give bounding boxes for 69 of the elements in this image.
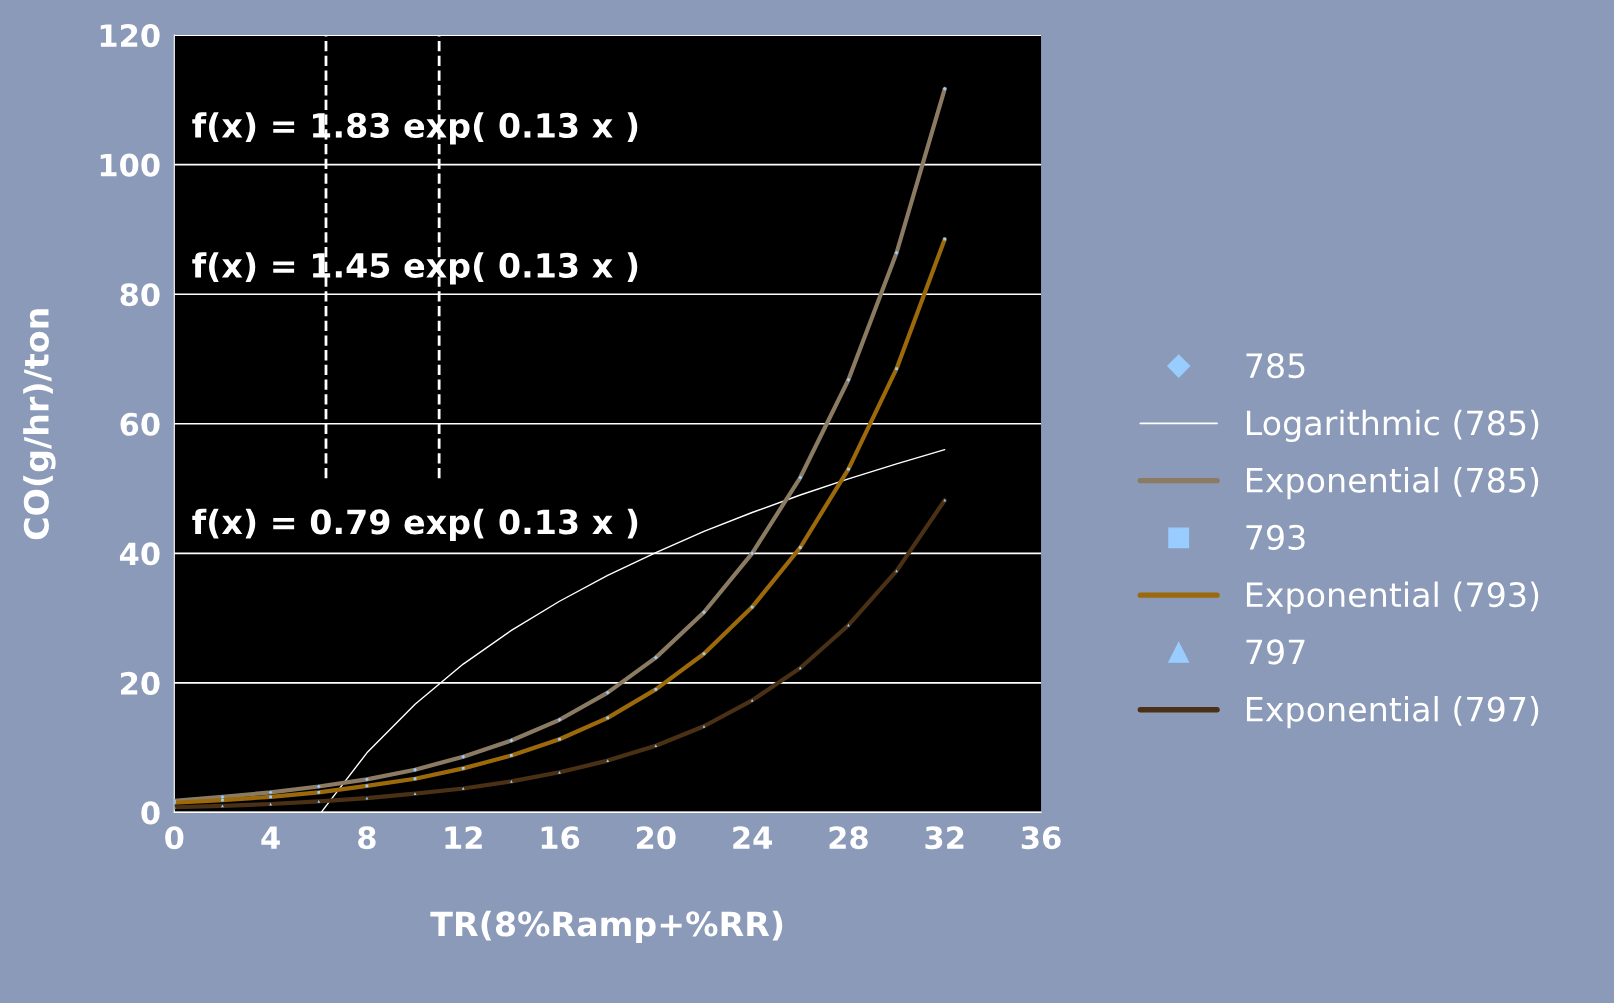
point (895, 367, 898, 371)
legend-label: Exponential (797) (1246, 696, 1539, 729)
point (364, 777, 369, 782)
y-tick-label: 120 (100, 24, 160, 48)
point (221, 798, 224, 802)
point (557, 717, 562, 722)
point (654, 687, 658, 691)
x-tick-label: 20 (636, 826, 676, 850)
y-axis-title: CO(g/hr)/ton (23, 309, 56, 540)
point (269, 795, 272, 799)
legend-label: Exponential (793) (1246, 581, 1539, 614)
x-axis-title: TR(8%Ramp+%RR) (430, 910, 783, 944)
x-tick-label: 16 (541, 826, 580, 850)
point (847, 467, 850, 471)
x-tick-label: 12 (445, 826, 482, 849)
point (750, 698, 754, 702)
point (943, 237, 947, 241)
x-tick-label: 28 (829, 826, 868, 850)
y-tick-label: 20 (121, 671, 160, 695)
point (943, 498, 947, 502)
x-tick-label: 32 (925, 826, 964, 850)
y-tick-label: 0 (141, 801, 160, 825)
point (365, 796, 369, 800)
line-series (174, 498, 947, 810)
point (558, 737, 561, 741)
point (750, 551, 755, 556)
point (413, 792, 417, 796)
annotation: f(x) = 0.79 exp( 0.13 x ) (192, 508, 638, 541)
point (509, 738, 514, 743)
line-series (174, 86, 947, 803)
legend-label: 785 (1246, 353, 1305, 379)
x-tick-label: 24 (733, 826, 772, 849)
point (509, 754, 513, 757)
point (653, 655, 658, 660)
x-tick-label: 0 (165, 826, 184, 850)
point (847, 623, 850, 627)
y-tick-label: 80 (120, 283, 160, 307)
legend-label: 793 (1246, 524, 1305, 551)
point (316, 784, 321, 789)
point (509, 779, 513, 783)
point (702, 610, 706, 615)
point (461, 787, 465, 790)
y-tick-label: 40 (119, 542, 160, 566)
point (942, 86, 947, 91)
legend-label: Exponential (785) (1246, 466, 1539, 500)
point (702, 724, 706, 728)
point (558, 770, 561, 774)
point (461, 766, 465, 770)
point (605, 690, 610, 695)
annotation: f(x) = 1.45 exp( 0.13 x ) (192, 252, 638, 285)
point (894, 250, 899, 255)
point (846, 377, 851, 382)
point (413, 767, 418, 772)
point (317, 790, 321, 794)
annotation: f(x) = 1.83 exp( 0.13 x ) (192, 112, 638, 145)
point (461, 754, 466, 759)
legend-label: 797 (1246, 639, 1305, 665)
x-tick-label: 4 (261, 826, 280, 849)
point (798, 546, 802, 549)
point (268, 790, 273, 795)
point (798, 475, 803, 480)
x-tick-label: 8 (358, 826, 376, 850)
x-tick-label: 36 (1021, 826, 1061, 850)
point (220, 794, 225, 799)
legend-label: Logarithmic (785) (1246, 409, 1539, 442)
point (606, 716, 610, 720)
y-tick-label: 100 (100, 153, 160, 177)
y-tick-label: 60 (120, 412, 160, 436)
line-series (174, 237, 947, 805)
